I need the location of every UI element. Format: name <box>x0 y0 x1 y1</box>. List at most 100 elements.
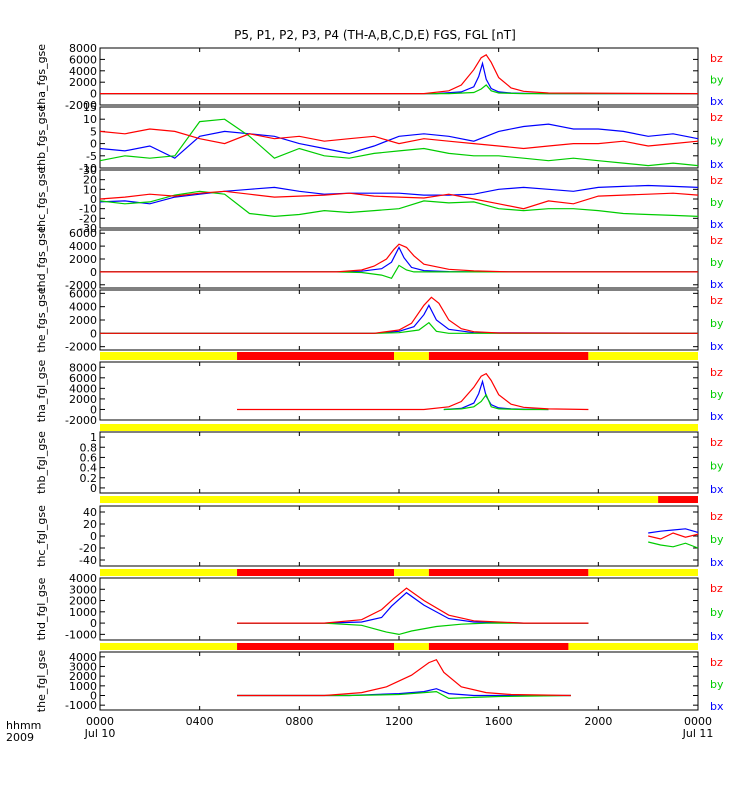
xtick-label: 0000 <box>684 715 712 728</box>
ytick-label-tha_fgl_gse: 2000 <box>69 393 97 406</box>
ytick-label-thd_fgl_gse: -1000 <box>65 628 97 641</box>
ylabel-the_fgl_gse: the_fgl_gse <box>35 650 48 713</box>
ytick-label-tha_fgs_gse: 2000 <box>69 76 97 89</box>
xtick-label: 0400 <box>186 715 214 728</box>
panel-frame-thd_fgl_gse <box>99 577 699 641</box>
series-bz-thc_fgl_gse <box>648 532 699 540</box>
legend-by-thb_fgs_gse: by <box>710 135 724 148</box>
ytick-label-thc_fgs_gse: 0 <box>90 193 97 206</box>
ytick-label-thd_fgl_gse: 2000 <box>69 595 97 608</box>
ytick-label-the_fgl_gse: 1000 <box>69 680 97 693</box>
legend-bz-thd_fgl_gse: bz <box>710 582 723 595</box>
ytick-label-thd_fgl_gse: 3000 <box>69 583 97 596</box>
ytick-label-tha_fgs_gse: 0 <box>90 88 97 101</box>
ytick-label-thd_fgl_gse: 4000 <box>69 572 97 585</box>
legend-bx-thc_fgs_gse: bx <box>710 218 724 231</box>
mode-bar-segment-the_fgs_mode <box>237 352 395 360</box>
series-bz-thd_fgl_gse <box>237 587 589 624</box>
ytick-label-tha_fgl_gse: 6000 <box>69 372 97 385</box>
legend-bx-the_fgl_gse: bx <box>710 700 724 713</box>
ytick-label-thc_fgs_gse: 20 <box>83 174 97 187</box>
ytick-label-thb_fgs_gse: -5 <box>86 150 97 163</box>
mode-bar-segment-tha_fgl_mode <box>100 424 698 431</box>
series-bz-thb_fgs_gse <box>99 128 699 150</box>
series-bz-thc_fgs_gse <box>99 190 699 210</box>
ytick-label-thb_fgl_gse: 0.8 <box>80 441 98 454</box>
mode-bar-segment-the_fgs_mode <box>588 352 698 360</box>
year-label: 2009 <box>6 731 34 744</box>
ytick-label-thd_fgs_gse: 0 <box>90 266 97 279</box>
legend-bx-thd_fgl_gse: bx <box>710 630 724 643</box>
ytick-label-thd_fgs_gse: 6000 <box>69 227 97 240</box>
ytick-label-the_fgs_gse: 2000 <box>69 314 97 327</box>
legend-by-tha_fgl_gse: by <box>710 388 724 401</box>
panel-frame-thc_fgl_gse <box>99 505 699 567</box>
series-bx-the_fgs_gse <box>100 304 699 334</box>
series-bz-thd_fgs_gse <box>100 243 698 273</box>
ytick-label-tha_fgs_gse: 4000 <box>69 65 97 78</box>
ytick-label-the_fgl_gse: -1000 <box>65 699 97 712</box>
date-start-label: Jul 10 <box>84 727 116 740</box>
mode-bar-segment-thd_fgl_mode <box>237 643 395 650</box>
ytick-label-the_fgl_gse: 4000 <box>69 651 97 664</box>
ylabel-thc_fgl_gse: thc_fgl_gse <box>35 505 48 567</box>
mode-bar-segment-thc_fgl_mode <box>237 569 395 576</box>
legend-bz-tha_fgl_gse: bz <box>710 366 723 379</box>
legend-by-thd_fgl_gse: by <box>710 606 724 619</box>
legend-bx-thd_fgs_gse: bx <box>710 278 724 291</box>
ytick-label-the_fgs_gse: 6000 <box>69 287 97 300</box>
xtick-label: 2000 <box>584 715 612 728</box>
ytick-label-thb_fgl_gse: 0.6 <box>80 451 98 464</box>
ytick-label-tha_fgs_gse: 6000 <box>69 53 97 66</box>
series-bx-thc_fgs_gse <box>99 184 699 205</box>
ytick-label-thc_fgl_gse: -20 <box>79 542 97 555</box>
legend-bz-thb_fgs_gse: bz <box>710 111 723 124</box>
ytick-label-thc_fgs_gse: 30 <box>83 164 97 177</box>
ytick-label-thb_fgl_gse: 0.2 <box>80 472 98 485</box>
mode-bar-segment-thc_fgl_mode <box>588 569 698 576</box>
series-bx-thc_fgl_gse <box>648 528 699 534</box>
series-bx-tha_fgs_gse <box>100 61 698 95</box>
ytick-label-thd_fgs_gse: -2000 <box>65 279 97 292</box>
legend-bx-the_fgs_gse: bx <box>710 340 724 353</box>
panel-frame-thb_fgs_gse <box>99 106 699 169</box>
mode-bar-segment-the_fgs_mode <box>100 352 238 360</box>
legend-by-tha_fgs_gse: by <box>710 74 724 87</box>
mode-bar-segment-thd_fgl_mode <box>100 643 238 650</box>
series-by-thb_fgs_gse <box>99 118 699 167</box>
ytick-label-thc_fgl_gse: 40 <box>83 506 97 519</box>
series-by-tha_fgs_gse <box>100 84 698 95</box>
series-bx-thd_fgl_gse <box>237 591 589 624</box>
ytick-label-thc_fgs_gse: -10 <box>79 203 97 216</box>
legend-bz-the_fgl_gse: bz <box>710 656 723 669</box>
mode-bar-segment-thc_fgl_mode <box>100 569 238 576</box>
ytick-label-tha_fgl_gse: 4000 <box>69 382 97 395</box>
panel-frame-thc_fgs_gse <box>99 169 699 229</box>
series-bx-thd_fgs_gse <box>100 246 698 273</box>
xtick-label: 1200 <box>385 715 413 728</box>
series-by-tha_fgl_gse <box>443 393 549 411</box>
ytick-label-thc_fgs_gse: -20 <box>79 212 97 225</box>
ytick-label-the_fgl_gse: 0 <box>90 690 97 703</box>
ytick-label-thb_fgl_gse: 0.4 <box>80 462 98 475</box>
series-bx-thb_fgs_gse <box>99 123 699 159</box>
ytick-label-thc_fgl_gse: -40 <box>79 554 97 567</box>
legend-bx-tha_fgl_gse: bx <box>710 410 724 423</box>
ylabel-thb_fgl_gse: thb_fgl_gse <box>35 431 48 494</box>
ylabel-the_fgs_gse: the_fgs_gse <box>35 287 48 352</box>
legend-by-thc_fgs_gse: by <box>710 196 724 209</box>
xtick-label: 0800 <box>285 715 313 728</box>
ylabel-thc_fgs_gse: thc_fgs_gse <box>35 167 48 232</box>
ytick-label-thb_fgl_gse: 1 <box>90 431 97 444</box>
xtick-label: 1600 <box>485 715 513 728</box>
date-end-label: Jul 11 <box>682 727 714 740</box>
ytick-label-thb_fgs_gse: 0 <box>90 138 97 151</box>
series-bz-the_fgs_gse <box>100 296 699 334</box>
legend-bz-thd_fgs_gse: bz <box>710 234 723 247</box>
ytick-label-thc_fgs_gse: -30 <box>79 222 97 235</box>
legend-bz-thc_fgl_gse: bz <box>710 510 723 523</box>
mode-bar-segment-thb_fgl_mode <box>658 496 698 503</box>
ytick-label-thc_fgs_gse: 10 <box>83 183 97 196</box>
ytick-label-thb_fgs_gse: -10 <box>79 162 97 175</box>
